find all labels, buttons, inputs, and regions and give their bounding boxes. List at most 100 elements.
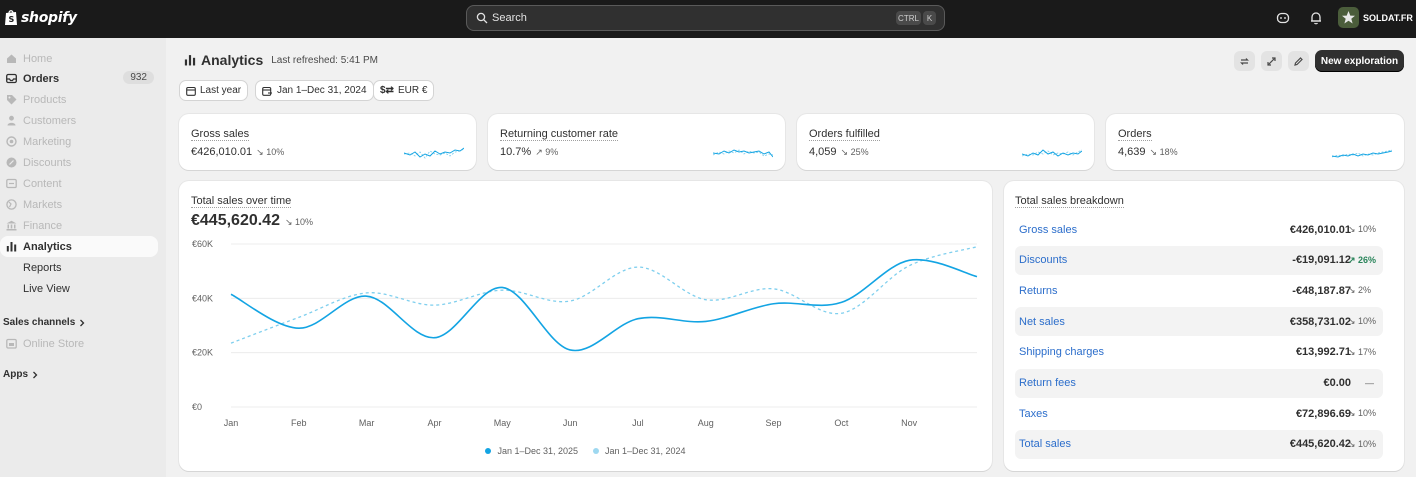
search-placeholder: Search	[492, 12, 527, 24]
sales-channels-section[interactable]: Sales channels	[3, 317, 85, 328]
notifications-button[interactable]	[1308, 10, 1324, 26]
breakdown-label-link[interactable]: Taxes	[1019, 407, 1048, 420]
sidekick-button[interactable]	[1275, 10, 1291, 26]
shortcut-ctrl-key: CTRL	[896, 11, 921, 25]
breakdown-value: €0.00	[1323, 377, 1351, 389]
metric-value-row: €426,010.01 ↘ 10%	[191, 146, 284, 158]
brand-name: shopify	[21, 9, 77, 26]
breakdown-label-link[interactable]: Gross sales	[1019, 223, 1078, 236]
metric-title: Orders fulfilled	[809, 128, 880, 141]
x-tick-label: Jul	[632, 418, 644, 428]
metric-card-gross-sales[interactable]: Gross sales €426,010.01 ↘ 10%	[179, 114, 476, 170]
store-menu[interactable]: SOLDAT.FR	[1338, 7, 1413, 28]
tag-icon	[5, 94, 17, 106]
metric-delta: ↘ 25%	[840, 146, 869, 157]
legend-item-previous[interactable]: Jan 1–Dec 31, 2024	[593, 446, 686, 456]
chevron-right-icon	[33, 371, 38, 378]
shortcut-k-key: K	[923, 11, 936, 25]
sidebar-item-home[interactable]: Home	[0, 48, 158, 69]
breakdown-label-link[interactable]: Shipping charges	[1019, 346, 1105, 359]
person-icon	[5, 115, 17, 127]
sidebar-item-markets[interactable]: Markets	[0, 194, 158, 215]
globe-icon	[5, 199, 17, 211]
sidebar-item-content[interactable]: Content	[0, 173, 158, 194]
x-tick-label: Mar	[359, 418, 375, 428]
breakdown-row: Returns -€48,187.87 ↘ 2%	[1015, 276, 1383, 305]
legend-item-current[interactable]: Jan 1–Dec 31, 2025	[485, 446, 578, 456]
compare-period-filter[interactable]: Last year	[179, 80, 249, 101]
sidekick-icon	[1276, 12, 1290, 24]
edit-button[interactable]	[1288, 51, 1309, 71]
apps-section[interactable]: Apps	[3, 369, 38, 380]
shopify-logo[interactable]: S shopify	[4, 9, 77, 26]
breakdown-value: €445,620.42	[1289, 438, 1351, 451]
refresh-button[interactable]	[1234, 51, 1255, 71]
sidebar-item-label: Orders	[23, 72, 60, 85]
breakdown-title: Total sales breakdown	[1015, 195, 1124, 208]
sidebar-subitem-reports[interactable]: Reports	[23, 262, 62, 274]
breakdown-delta: ↘ 10%	[1348, 408, 1377, 419]
series-line-current[interactable]	[230, 258, 978, 352]
currency-filter[interactable]: $⇄ EUR €	[373, 80, 435, 101]
breakdown-label-link[interactable]: Return fees	[1019, 377, 1076, 389]
x-tick-label: Feb	[291, 418, 307, 428]
sidebar-item-products[interactable]: Products	[0, 89, 158, 110]
breakdown-row: Net sales €358,731.02 ↘ 10%	[1015, 307, 1383, 337]
sidebar-item-label: Products	[23, 93, 67, 106]
sidebar-item-label: Discounts	[23, 156, 72, 169]
target-icon	[5, 136, 17, 148]
breakdown-label-link[interactable]: Total sales	[1019, 438, 1071, 451]
metric-value-row: 4,639 ↘ 18%	[1118, 146, 1178, 158]
metric-card-returning-customer-rate[interactable]: Returning customer rate 10.7% ↗ 9%	[488, 114, 785, 170]
sidebar-item-customers[interactable]: Customers	[0, 110, 158, 131]
x-tick-label: May	[494, 418, 512, 428]
discount-icon	[5, 157, 17, 169]
metric-value: €426,010.01	[191, 146, 253, 158]
sparkline	[1022, 149, 1082, 157]
sales-breakdown-card: Total sales breakdown Gross sales €426,01…	[1004, 181, 1404, 471]
calendar-compare-icon	[262, 86, 272, 96]
metric-value: 4,639	[1118, 146, 1146, 158]
metric-value: 10.7%	[500, 146, 532, 158]
sidebar-item-analytics[interactable]: Analytics	[0, 236, 158, 257]
series-line-previous[interactable]	[230, 246, 978, 344]
sidebar-item-label: Customers	[23, 114, 77, 127]
calendar-icon	[186, 86, 196, 96]
search-input[interactable]: Search CTRL K	[466, 5, 945, 31]
sidebar-item-marketing[interactable]: Marketing	[0, 131, 158, 152]
sidebar-item-finance[interactable]: Finance	[0, 215, 158, 236]
sidebar-item-online-store[interactable]: Online Store	[0, 333, 158, 354]
sparkline	[404, 147, 464, 159]
date-range-filter[interactable]: Jan 1–Dec 31, 2024	[255, 80, 374, 101]
store-icon	[5, 338, 17, 350]
breakdown-label-link[interactable]: Net sales	[1019, 315, 1065, 328]
fullscreen-button[interactable]	[1261, 51, 1282, 71]
new-exploration-button[interactable]: New exploration	[1315, 50, 1404, 72]
metric-card-orders-fulfilled[interactable]: Orders fulfilled 4,059 ↘ 25%	[797, 114, 1094, 170]
breakdown-label-link[interactable]: Returns	[1019, 284, 1058, 297]
x-tick-label: Aug	[698, 418, 714, 428]
y-tick-label: €20K	[192, 348, 213, 358]
y-tick-label: €60K	[192, 239, 213, 249]
metric-delta: ↗ 9%	[535, 146, 559, 157]
metric-value-row: 10.7% ↗ 9%	[500, 146, 558, 158]
refresh-icon	[1240, 57, 1249, 65]
breakdown-value: -€19,091.12	[1292, 254, 1351, 267]
breakdown-label-link[interactable]: Discounts	[1019, 254, 1068, 267]
sidebar-item-orders[interactable]: Orders 932	[0, 68, 158, 89]
legend-dot	[593, 448, 599, 454]
legend-label: Jan 1–Dec 31, 2025	[497, 446, 578, 456]
breakdown-delta: ↘ 10%	[1348, 438, 1377, 449]
metric-title: Gross sales	[191, 128, 250, 141]
metric-value-row: 4,059 ↘ 25%	[809, 146, 869, 158]
sidebar-subitem-live-view[interactable]: Live View	[23, 283, 70, 295]
pencil-icon	[1294, 56, 1303, 66]
sidebar-item-label: Analytics	[23, 240, 72, 253]
breakdown-row: Total sales €445,620.42 ↘ 10%	[1015, 429, 1383, 459]
inbox-icon	[5, 73, 17, 85]
sidebar-item-label: Home	[23, 52, 53, 65]
metric-card-orders[interactable]: Orders 4,639 ↘ 18%	[1106, 114, 1404, 170]
sales-channels-label: Sales channels	[3, 317, 76, 328]
sidebar-item-discounts[interactable]: Discounts	[0, 152, 158, 173]
top-bar: S shopify Search CTRL K SOLDAT	[0, 0, 1416, 38]
